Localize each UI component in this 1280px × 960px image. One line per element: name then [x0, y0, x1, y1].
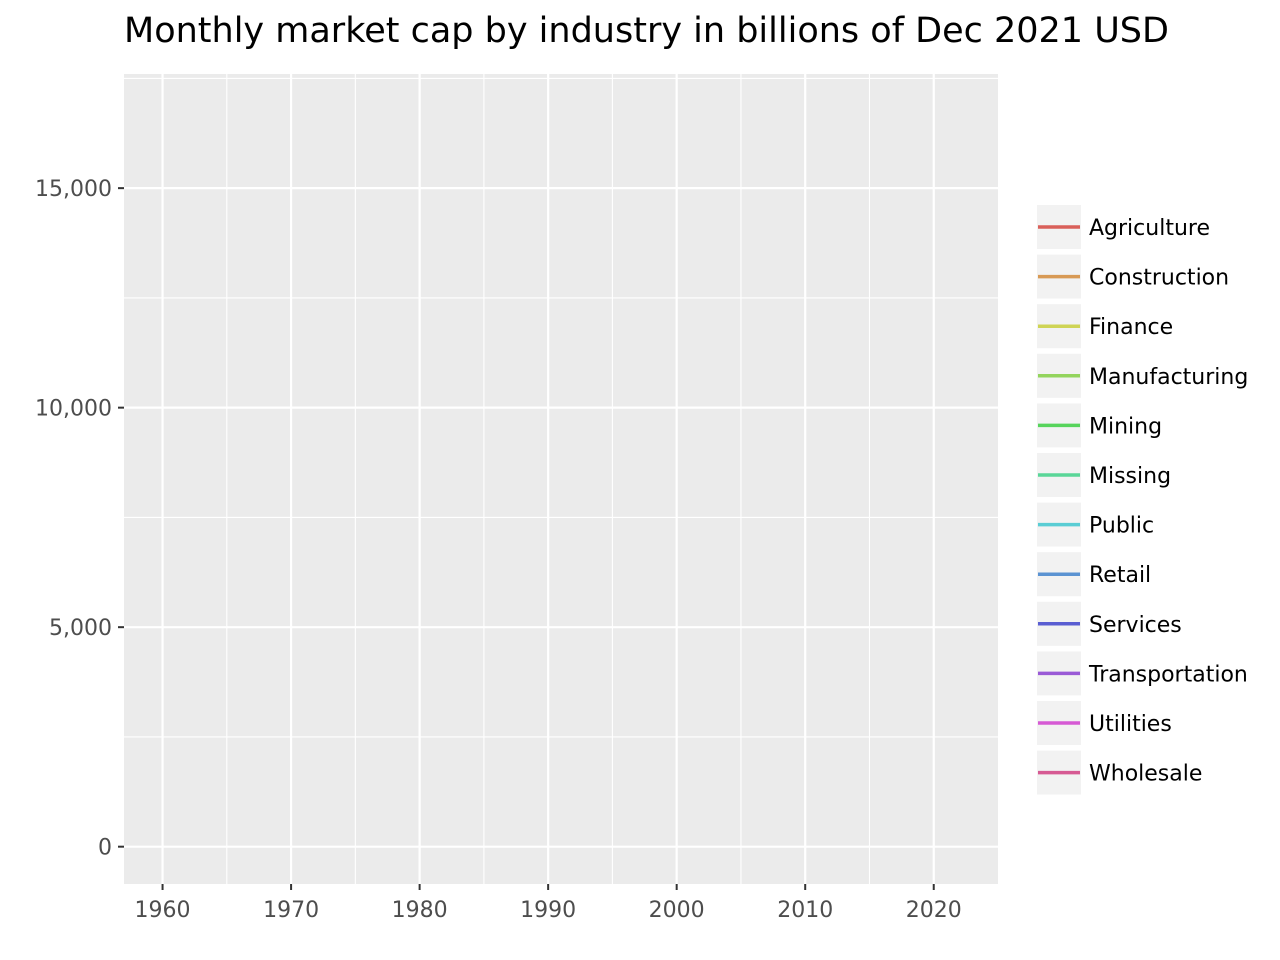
legend-item: Construction [1037, 254, 1229, 299]
legend-item: Transportation [1037, 651, 1248, 696]
x-tick-label: 1980 [392, 898, 448, 923]
legend-item: Agriculture [1037, 205, 1210, 249]
legend-item: Mining [1037, 403, 1162, 448]
legend-label: Services [1089, 613, 1182, 638]
legend-label: Public [1089, 514, 1154, 539]
legend-item: Retail [1037, 552, 1151, 597]
legend: Agriculture Construction Finance Manufactur… [1037, 205, 1248, 795]
legend-item: Finance [1037, 304, 1173, 349]
chart-title: Monthly market cap by industry in billio… [124, 11, 1169, 51]
legend-item: Utilities [1037, 701, 1172, 745]
x-axis: 1960 1970 1980 1990 2000 2010 2020 [135, 884, 962, 923]
legend-item: Wholesale [1037, 750, 1202, 795]
x-tick-label: 2000 [649, 898, 705, 923]
legend-label: Wholesale [1089, 762, 1202, 787]
legend-item: Missing [1037, 453, 1171, 497]
x-tick-label: 2020 [906, 898, 962, 923]
y-tick-label: 15,000 [35, 177, 112, 202]
legend-item: Manufacturing [1037, 353, 1248, 398]
x-tick-label: 1970 [263, 898, 319, 923]
legend-item: Services [1037, 601, 1182, 646]
y-tick-label: 5,000 [49, 616, 112, 641]
plot-panel [124, 74, 998, 884]
major-gridlines [124, 74, 998, 884]
legend-label: Manufacturing [1089, 365, 1248, 390]
y-tick-label: 10,000 [35, 397, 112, 422]
legend-item: Public [1037, 502, 1154, 547]
legend-label: Missing [1089, 464, 1171, 489]
legend-label: Agriculture [1089, 216, 1210, 241]
x-tick-label: 1990 [520, 898, 576, 923]
legend-label: Retail [1089, 563, 1151, 588]
x-tick-label: 2010 [777, 898, 833, 923]
legend-label: Transportation [1088, 662, 1248, 687]
minor-gridlines [124, 74, 998, 884]
legend-label: Construction [1089, 266, 1229, 291]
y-axis: 0 5,000 10,000 15,000 [35, 177, 124, 861]
x-tick-label: 1960 [135, 898, 191, 923]
legend-label: Mining [1089, 414, 1162, 439]
legend-label: Utilities [1089, 712, 1172, 737]
y-tick-label: 0 [98, 836, 112, 861]
legend-label: Finance [1089, 315, 1173, 340]
